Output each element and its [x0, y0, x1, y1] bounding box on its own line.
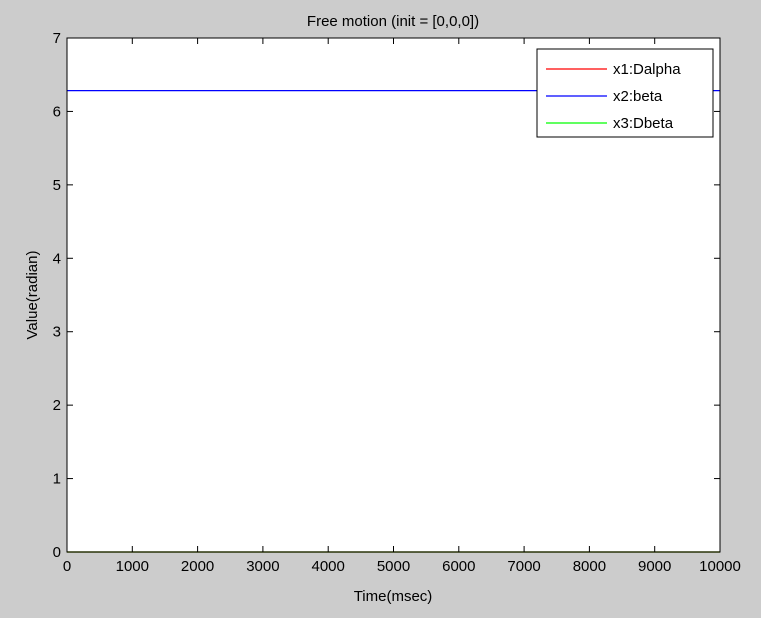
y-tick-label: 7 — [53, 30, 61, 47]
ticks-layer: 0 1000 2000 3000 4000 5000 6000 7000 8000 9000 100… — [53, 30, 741, 575]
x-tick-label: 9000 — [638, 558, 671, 575]
x-tick-label: 6000 — [442, 558, 475, 575]
x-tick-label: 4000 — [312, 558, 345, 575]
legend: x1:Dalpha x2:beta x3:Dbeta — [536, 48, 714, 138]
legend-label-3: x3:Dbeta — [613, 115, 674, 132]
legend-box — [536, 48, 714, 138]
y-tick-label: 2 — [53, 397, 61, 414]
legend-label-2: x2:beta — [613, 88, 663, 105]
chart-title: Free motion (init = [0,0,0]) — [307, 13, 479, 30]
y-tick-label: 4 — [53, 250, 61, 267]
x-tick-label: 5000 — [377, 558, 410, 575]
y-tick-label: 3 — [53, 324, 61, 341]
x-axis-label: Time(msec) — [354, 588, 433, 605]
x-tick-label: 10000 — [699, 558, 741, 575]
legend-entries: x1:Dalpha x2:beta x3:Dbeta — [546, 61, 681, 132]
x-tick-label: 2000 — [181, 558, 214, 575]
y-tick-label: 1 — [53, 471, 61, 488]
x-tick-label: 1000 — [116, 558, 149, 575]
y-tick-label: 6 — [53, 103, 61, 120]
y-tick-label: 5 — [53, 177, 61, 194]
y-tick-label: 0 — [53, 544, 61, 561]
x-tick-label: 8000 — [573, 558, 606, 575]
x-tick-label: 0 — [63, 558, 71, 575]
y-axis-label: Value(radian) — [24, 251, 41, 340]
x-tick-label: 3000 — [246, 558, 279, 575]
x-tick-label: 7000 — [507, 558, 540, 575]
legend-label-1: x1:Dalpha — [613, 61, 681, 78]
